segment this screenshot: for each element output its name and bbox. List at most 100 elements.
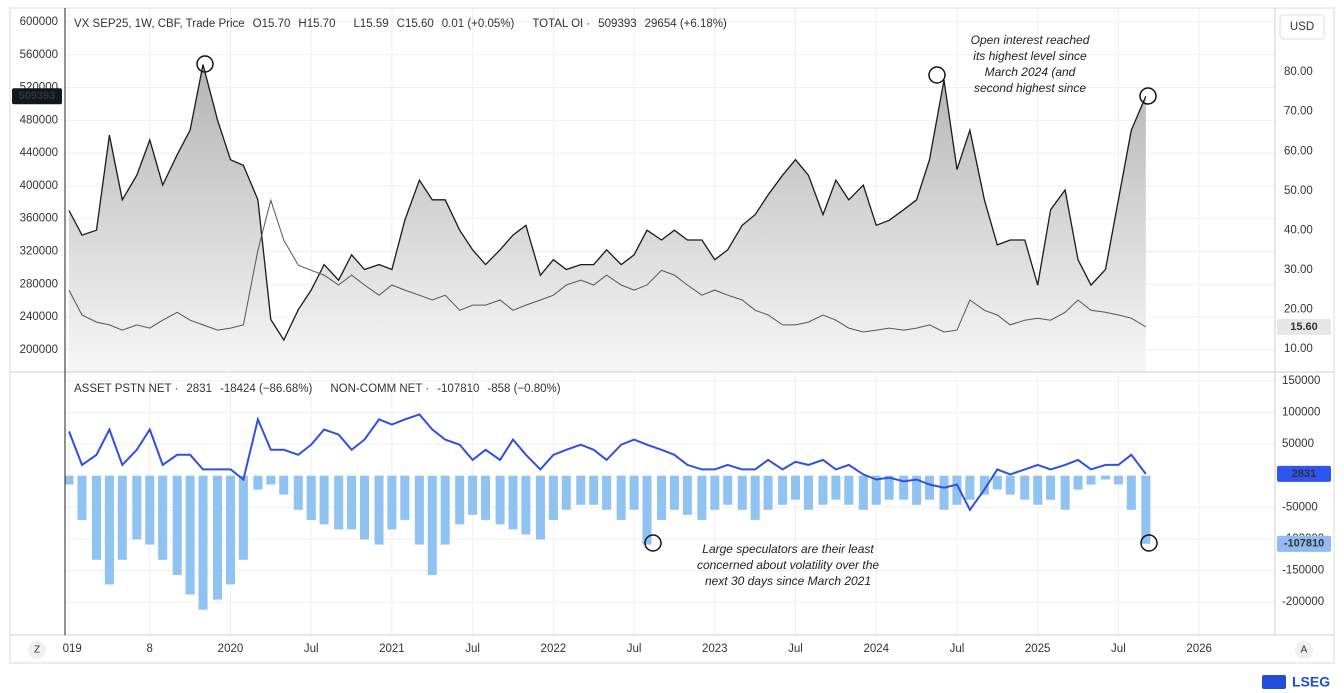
marker-circle [928, 66, 946, 84]
bar [1100, 475, 1111, 480]
legend-text: 29654 (+6.18%) [645, 18, 727, 30]
bar [548, 475, 558, 520]
y-tick-label: 100000 [1282, 406, 1320, 418]
bar [225, 475, 235, 585]
zoom-button[interactable] [28, 641, 46, 659]
bar [657, 475, 667, 520]
bar [858, 475, 868, 510]
bar [1086, 475, 1096, 485]
bar [763, 475, 773, 510]
annotation: its highest level since [973, 49, 1087, 63]
bar [306, 475, 316, 520]
last-value-badge [12, 88, 62, 105]
auto-label[interactable]: A [1301, 645, 1308, 656]
x-tick-label: 2022 [541, 643, 567, 655]
bar [65, 475, 74, 485]
bar [1073, 475, 1083, 490]
last-value-badge [1277, 535, 1331, 552]
bar [737, 475, 747, 510]
y-tick-label: 440000 [20, 147, 58, 159]
y-tick-label: -50000 [1282, 501, 1318, 513]
x-tick-label: 2019 [56, 643, 82, 655]
bar [939, 475, 949, 510]
x-tick-label: 2024 [863, 643, 889, 655]
bar [440, 475, 450, 545]
bar [669, 475, 679, 510]
annotation: March 2024 (and [985, 65, 1076, 79]
legend-text: -18424 (−86.68%) [220, 383, 313, 395]
currency-button[interactable] [1279, 14, 1325, 40]
marker-circle [644, 534, 662, 552]
bar [803, 475, 813, 510]
bar [158, 475, 168, 560]
bar [104, 475, 114, 585]
bar [561, 475, 571, 510]
last-value-label: 2831 [1292, 468, 1316, 480]
annotation: next 30 days since March 2021 [705, 574, 871, 588]
legend-text: 509393 [598, 18, 636, 30]
legend-text: O15.70 [253, 18, 291, 30]
legend-text: -858 (−0.80%) [487, 383, 560, 395]
bar [213, 475, 223, 600]
auto-button[interactable] [1295, 641, 1313, 659]
legend-text: -107810 [437, 383, 479, 395]
bar [1020, 475, 1030, 500]
y2-tick-label: 20.00 [1284, 304, 1313, 316]
annotation: Open interest reached [971, 33, 1090, 47]
x-tick-label: 2025 [1025, 643, 1051, 655]
legend-text: ASSET PSTN NET · [74, 383, 178, 395]
bar [1126, 475, 1136, 510]
bar [602, 475, 612, 510]
bar [347, 475, 357, 530]
brand-name: LSEG [1292, 674, 1330, 690]
series-line [68, 413, 1147, 512]
y-tick-label: 360000 [20, 213, 58, 225]
x-tick-label: 2026 [1186, 643, 1212, 655]
y-tick-label: 560000 [20, 49, 58, 61]
bar [521, 475, 531, 535]
bar [992, 475, 1002, 490]
legend-text: L15.59 [353, 18, 388, 30]
bar [697, 475, 707, 520]
bar [1060, 475, 1070, 510]
bar [979, 475, 989, 495]
annotation: concerned about volatility over the [697, 558, 879, 572]
bar [871, 475, 881, 505]
bar [965, 475, 975, 500]
bar [723, 475, 733, 505]
overlay: Open interest reached its highest level … [28, 14, 1330, 690]
bar [145, 475, 155, 545]
legend-text: 0.01 (+0.05%) [442, 18, 515, 30]
y-tick-label: -200000 [1282, 596, 1324, 608]
bar [387, 475, 397, 530]
x-tick-label: Jul [627, 643, 642, 655]
bar [319, 475, 329, 525]
y-tick-label: 240000 [20, 311, 58, 323]
y2-tick-label: 10.00 [1284, 343, 1313, 355]
bar [682, 475, 692, 515]
y-tick-label: -150000 [1282, 565, 1324, 577]
x-tick-label: Jul [950, 643, 965, 655]
bar [172, 475, 182, 575]
bar [924, 475, 935, 500]
bar [266, 475, 276, 485]
bar [238, 475, 248, 560]
bar [791, 475, 801, 500]
bar [884, 475, 894, 500]
bar [185, 475, 195, 595]
bar [359, 475, 369, 540]
y-tick-label: 150000 [1282, 375, 1320, 387]
zoom-label[interactable]: Z [34, 645, 40, 656]
x-tick-label: Jul [304, 643, 319, 655]
legend-text: C15.60 [397, 18, 434, 30]
bar [414, 475, 424, 545]
bar [374, 475, 384, 545]
currency-label[interactable]: USD [1290, 21, 1314, 33]
bar [642, 475, 652, 545]
bar [508, 475, 518, 530]
bar [831, 475, 841, 500]
x-tick-label: 8 [147, 643, 153, 655]
last-value-badge [1277, 318, 1331, 335]
bar [750, 475, 760, 520]
marker-circle [196, 55, 214, 73]
